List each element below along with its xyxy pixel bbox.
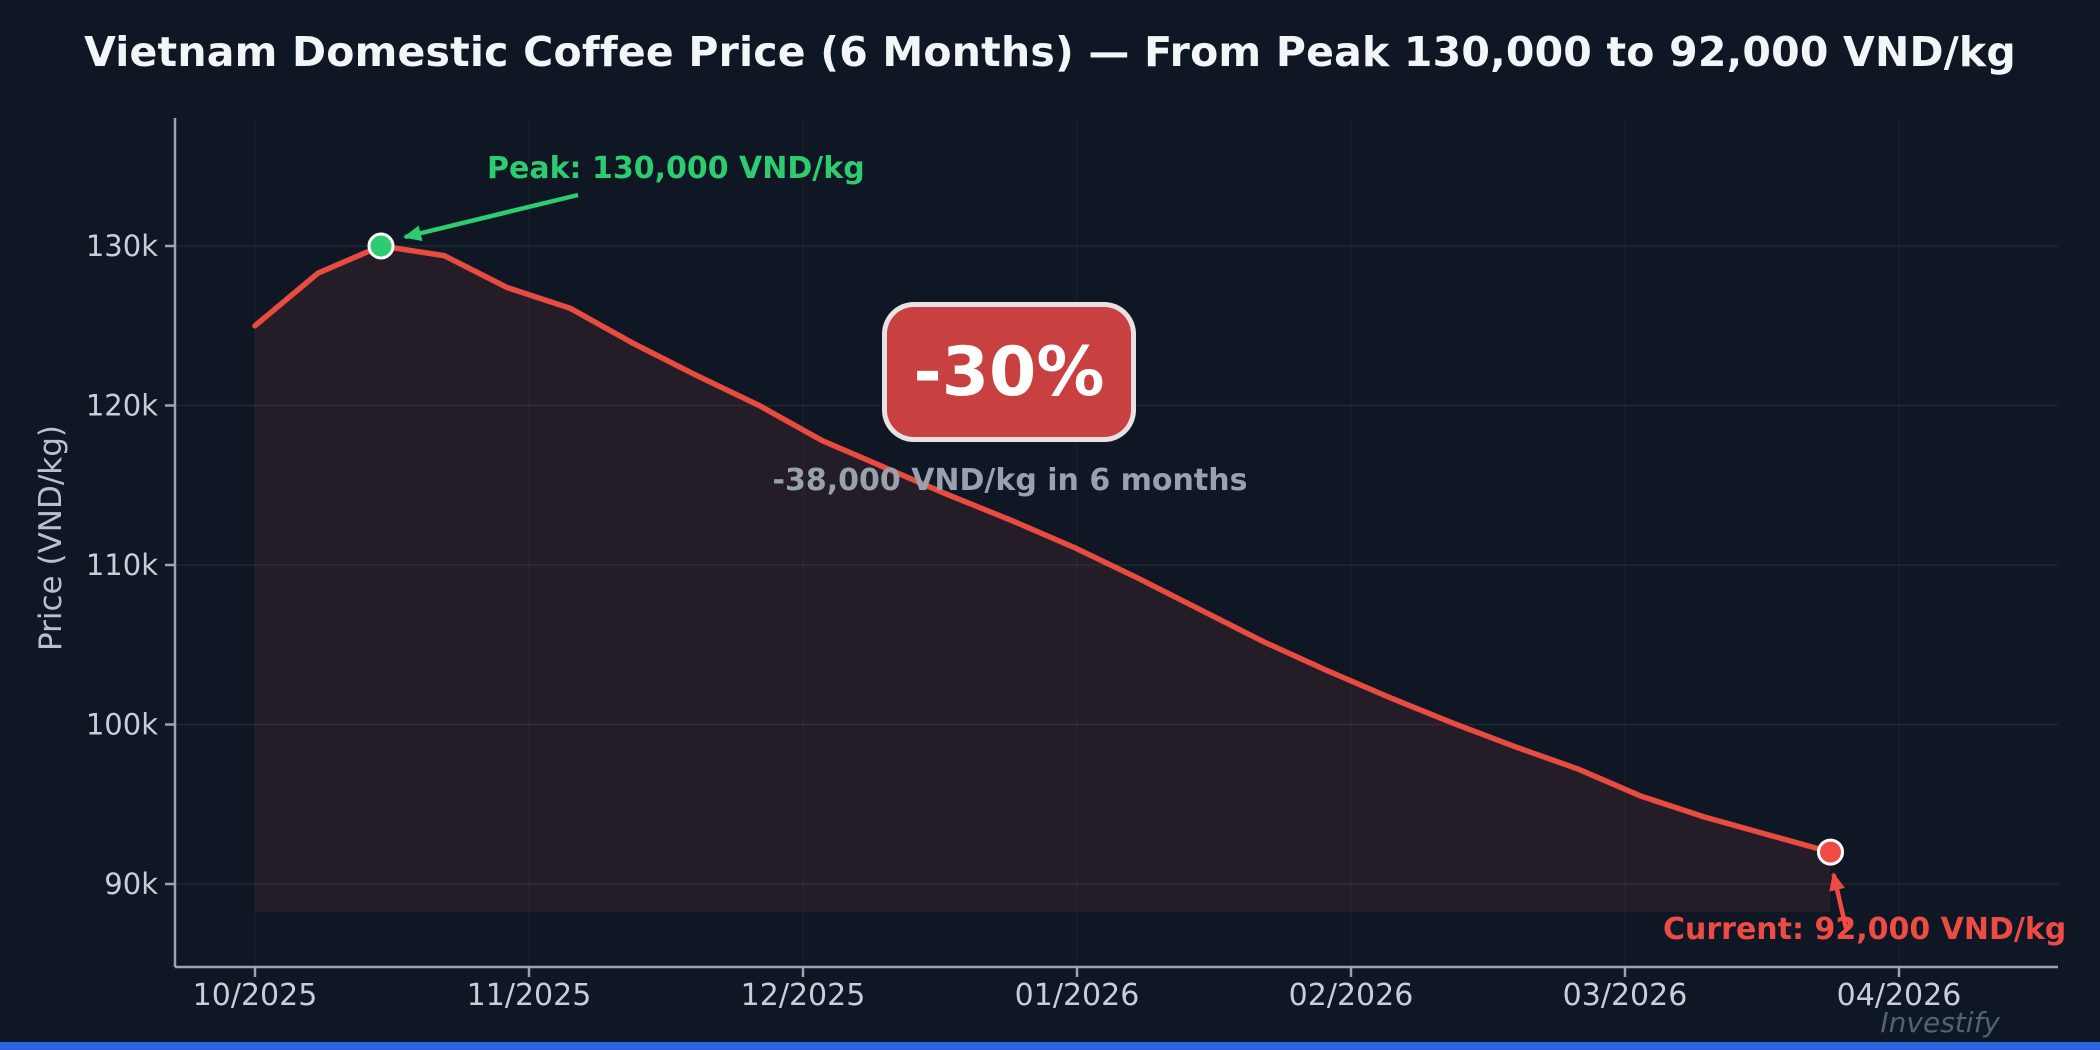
y-tick-label: 90k [104, 867, 158, 901]
x-tick-label: 03/2026 [1563, 978, 1688, 1013]
axes: 10/2025 11/2025 12/2025 01/2026 02/2026 03/20… [86, 118, 2058, 1013]
x-tick-label: 12/2025 [741, 978, 866, 1013]
x-tick-label: 11/2025 [467, 978, 592, 1013]
peak-annotation: Peak: 130,000 VND/kg [487, 151, 865, 186]
peak-point [367, 232, 395, 260]
chart-title: Vietnam Domestic Coffee Price (6 Months)… [84, 28, 2016, 76]
y-tick-label: 110k [86, 548, 158, 582]
bottom-accent-bar [0, 1042, 2100, 1050]
y-axis-label: Price (VND/kg) [33, 424, 69, 652]
watermark: Investify [1880, 1006, 2000, 1039]
current-point [1817, 838, 1844, 866]
y-tick-label: 130k [86, 229, 158, 263]
peak-arrow [403, 192, 579, 241]
area-fill [255, 246, 1831, 912]
percent-change-badge: -30% [882, 302, 1136, 442]
x-tick-label: 01/2026 [1015, 978, 1140, 1013]
x-tick-label: 04/2026 [1837, 978, 1962, 1013]
x-tick-label: 10/2025 [193, 978, 318, 1013]
price-line [252, 243, 1834, 855]
x-tick-label: 02/2026 [1289, 978, 1414, 1013]
y-tick-label: 120k [86, 389, 158, 423]
y-tick-label: 100k [86, 708, 158, 742]
current-annotation: Current: 92,000 VND/kg [1663, 912, 2067, 947]
change-detail-text: -38,000 VND/kg in 6 months [772, 463, 1248, 498]
current-arrow [1829, 872, 1849, 931]
